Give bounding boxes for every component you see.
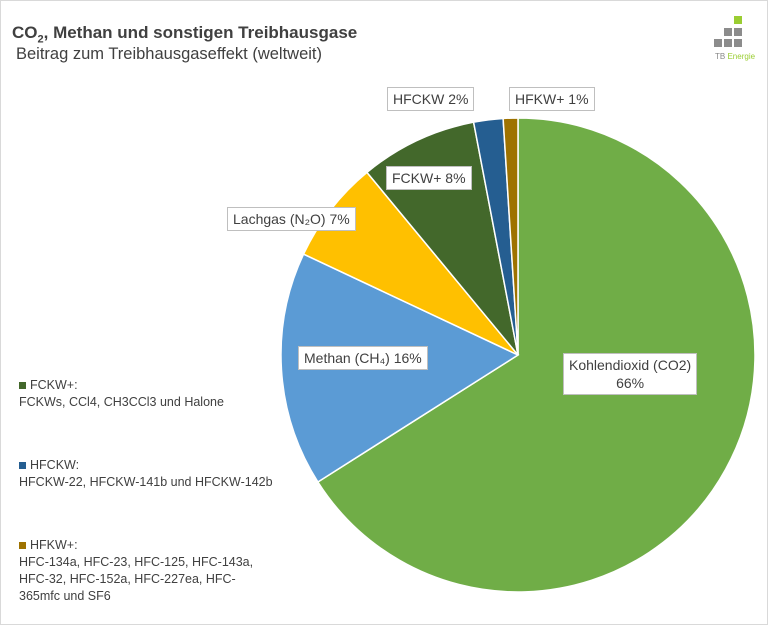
chart-title: CO2, Methan und sonstigen Treibhausgase — [12, 23, 357, 45]
data-label-lachgas: Lachgas (N₂O) 7% — [227, 207, 356, 231]
pie-slice-0 — [316, 117, 756, 593]
legend-item-hfkw: HFKW+: HFC-134a, HFC-23, HFC-125, HFC-143… — [19, 538, 254, 603]
data-label-fckw: FCKW+ 8% — [386, 166, 472, 190]
title-rest: , Methan und sonstigen Treibhausgase — [43, 23, 358, 42]
data-label-co2: Kohlendioxid (CO2) 66% — [563, 353, 698, 395]
tb-energie-logo: TB Energie — [701, 11, 761, 66]
legend-item-hfckw: HFCKW: HFCKW-22, HFCKW-141b und HFCKW-142… — [19, 458, 273, 489]
data-label-hfckw: HFCKW 2% — [387, 87, 475, 111]
title-prefix: CO — [12, 23, 38, 42]
legend-swatch — [19, 382, 26, 389]
title-subscript: 2 — [37, 33, 44, 46]
chart-subtitle: Beitrag zum Treibhausgaseffekt (weltweit… — [16, 45, 322, 63]
data-label-methan: Methan (CH₄) 16% — [298, 346, 428, 370]
legend-swatch — [19, 542, 26, 549]
data-label-hfkw: HFKW+ 1% — [509, 87, 595, 111]
pie-slice-5 — [502, 117, 519, 356]
legend-item-fckw: FCKW+: FCKWs, CCl4, CH3CCl3 und Halone — [19, 378, 224, 409]
legend-swatch — [19, 462, 26, 469]
